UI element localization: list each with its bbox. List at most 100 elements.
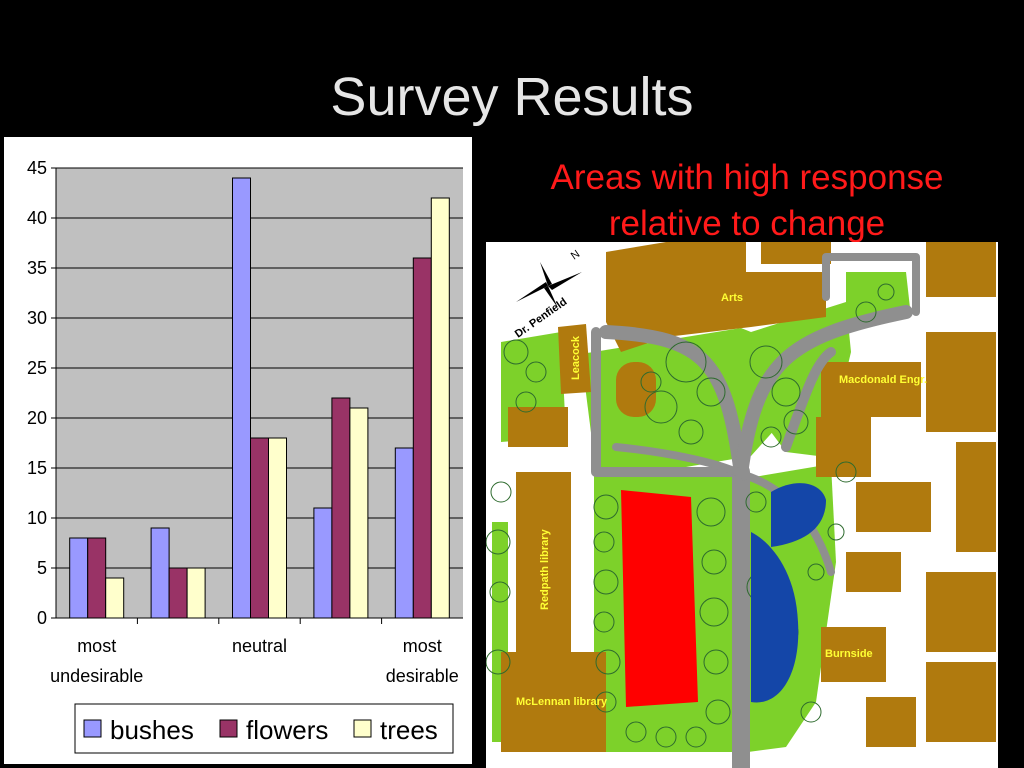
arrow-west-part — [540, 262, 552, 286]
tree-icon — [696, 497, 726, 527]
legend-swatch-bushes — [83, 719, 102, 738]
tree-icon — [486, 649, 511, 675]
y-tick-label: 25 — [27, 358, 47, 378]
arrow-south-part — [516, 282, 548, 302]
bar-bushes — [313, 507, 333, 619]
bar-flowers — [331, 397, 351, 619]
tree-icon — [515, 391, 537, 413]
building-northeast — [926, 242, 996, 297]
leacock-building — [558, 324, 591, 394]
high-response-area — [621, 490, 698, 707]
tree-icon — [486, 529, 511, 555]
tree-icon — [701, 549, 727, 575]
tree-icon — [699, 597, 729, 627]
tree-icon — [685, 726, 707, 748]
bar-flowers — [412, 257, 432, 619]
building-southeast — [926, 662, 996, 742]
tree-icon — [827, 523, 845, 541]
y-tick-label: 35 — [27, 258, 47, 278]
arrow-north-part — [548, 272, 582, 290]
tree-icon — [525, 361, 547, 383]
arrow-east-part — [544, 286, 558, 308]
y-tick-label: 30 — [27, 308, 47, 328]
tree-icon — [503, 339, 529, 365]
bar-flowers — [250, 437, 269, 619]
building-east-4 — [846, 552, 901, 592]
tree-icon — [800, 701, 822, 723]
tree-icon — [593, 611, 615, 633]
tree-icon — [696, 377, 726, 407]
map-caption: Areas with high response relative to cha… — [500, 155, 994, 247]
tree-icon — [760, 426, 782, 448]
bar-chart: 0 5 10 15 20 25 30 35 40 45 most undesirable neutra… — [4, 137, 472, 764]
map-label-mclennan: McLennan library — [516, 696, 608, 708]
legend-box — [74, 703, 454, 754]
building-west-1 — [508, 407, 568, 447]
water-feature-south — [751, 532, 799, 703]
bar-trees — [186, 567, 206, 619]
x-tick-label: most — [403, 636, 442, 656]
building-south-east — [866, 697, 916, 747]
path-west-loop — [591, 327, 741, 477]
map-label-macdonald: Macdonald Engr. — [839, 374, 927, 386]
x-tick-label: neutral — [232, 636, 287, 656]
buildings — [501, 242, 996, 752]
building-east-2 — [856, 482, 931, 532]
macdonald-annex — [816, 417, 871, 477]
y-tick-label: 15 — [27, 458, 47, 478]
macdonald-building — [821, 362, 921, 417]
y-tick-label: 10 — [27, 508, 47, 528]
map-label-north: N — [569, 248, 582, 262]
redpath-library — [516, 472, 571, 652]
y-tick-label: 40 — [27, 208, 47, 228]
tree-icon — [855, 301, 877, 323]
x-tick-label: most — [77, 636, 116, 656]
tree-icon — [655, 726, 677, 748]
bar-flowers — [87, 537, 107, 619]
tree-icon — [489, 581, 511, 603]
tree-icon — [703, 649, 729, 675]
tree-markers — [486, 283, 895, 748]
paths — [591, 253, 920, 768]
tree-icon — [595, 649, 621, 675]
bar-trees — [349, 407, 369, 619]
y-tick-label: 45 — [27, 158, 47, 178]
tree-icon — [749, 345, 783, 379]
campus-map-canvas: Arts Leacock Macdonald Engr. Redpath lib… — [486, 242, 996, 768]
legend-label-bushes: bushes — [110, 715, 194, 745]
y-tick-label: 5 — [37, 558, 47, 578]
building-east-3 — [956, 442, 996, 552]
tree-icon — [593, 494, 619, 520]
bar-bushes — [69, 537, 89, 619]
legend-swatch-flowers — [219, 719, 238, 738]
path-east-inner — [781, 347, 836, 452]
y-tick-label: 20 — [27, 408, 47, 428]
tree-icon — [705, 699, 731, 725]
bar-bushes — [394, 447, 414, 619]
tree-icon — [490, 481, 512, 503]
tree-icon — [593, 531, 615, 553]
arts-building — [606, 242, 826, 352]
tree-icon — [644, 390, 678, 424]
bar-bushes — [232, 177, 251, 619]
tree-icon — [877, 283, 895, 301]
legend-label-trees: trees — [380, 715, 438, 745]
tree-icon — [783, 409, 809, 435]
north-arrow — [516, 262, 582, 308]
caption-line-1: Areas with high response — [550, 158, 944, 197]
y-tick-labels: 0 5 10 15 20 25 30 35 40 45 — [27, 158, 56, 628]
y-tick-label: 0 — [37, 608, 47, 628]
building-east-5 — [926, 572, 996, 652]
burnside-building — [821, 627, 886, 682]
tree-icon — [593, 569, 619, 595]
bar-bushes — [150, 527, 170, 619]
chart-canvas: 0 5 10 15 20 25 30 35 40 45 most undesirable neutra… — [27, 158, 463, 754]
tree-icon — [640, 371, 662, 393]
map-label-arts: Arts — [721, 292, 743, 304]
x-tick-label: desirable — [386, 666, 459, 686]
caption-line-2: relative to change — [608, 204, 886, 243]
building-oval — [616, 362, 656, 417]
campus-map: Arts Leacock Macdonald Engr. Redpath lib… — [486, 242, 998, 768]
tree-icon — [625, 721, 647, 743]
tree-icon — [771, 377, 801, 407]
